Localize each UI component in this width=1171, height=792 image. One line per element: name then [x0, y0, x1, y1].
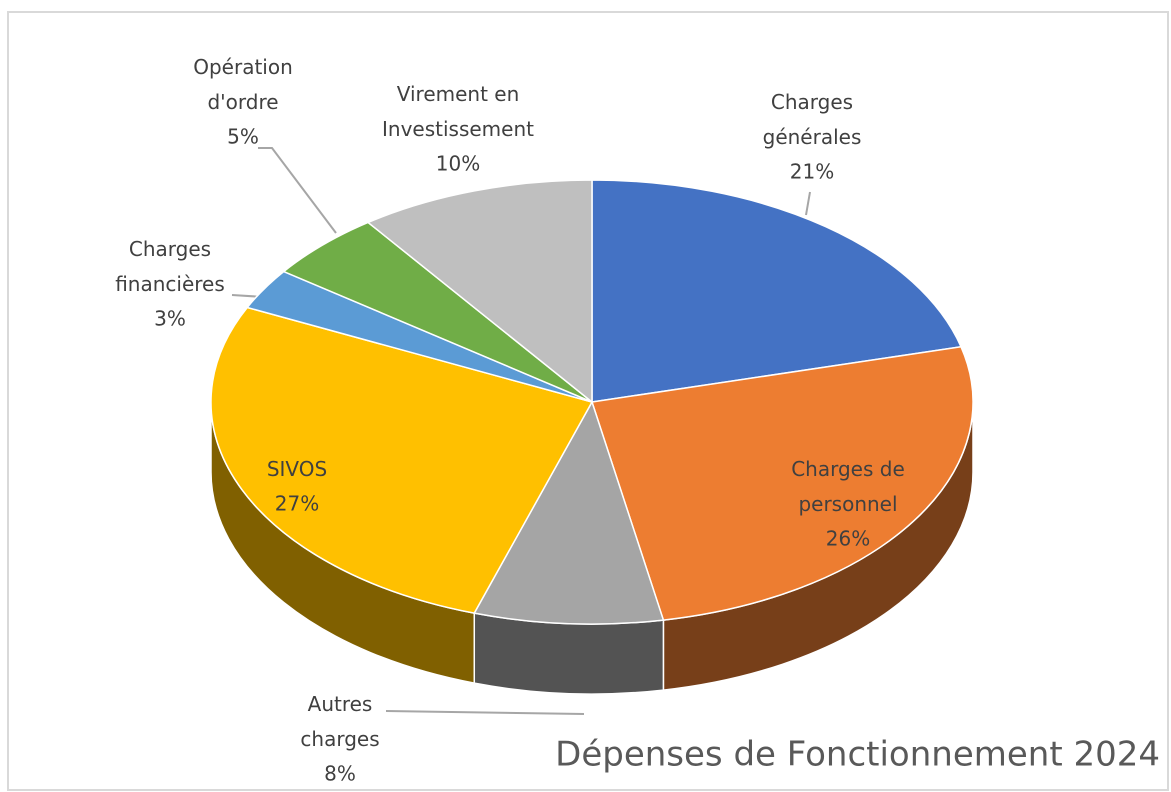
value-label: 8%	[324, 762, 356, 786]
data-labels: Charges générales 21% Charges de personnel 26…	[115, 55, 905, 786]
slice-side	[473, 612, 665, 695]
category-label: Charges de personnel	[791, 457, 905, 516]
slice	[591, 179, 963, 403]
slice	[210, 306, 594, 614]
slice	[591, 345, 974, 621]
value-label: 26%	[826, 527, 870, 551]
category-label: Autres charges	[300, 692, 379, 751]
category-label: Opération d'ordre	[193, 55, 293, 114]
value-label: 21%	[790, 160, 834, 184]
value-label: 10%	[436, 152, 480, 176]
leader-line	[805, 191, 811, 216]
leader-line	[385, 710, 585, 715]
value-label: 3%	[154, 307, 186, 331]
category-label: Virement en Investissement	[382, 82, 534, 141]
chart-title: Dépenses de Fonctionnement 2024	[555, 735, 1160, 775]
category-label: Charges financières	[115, 237, 225, 296]
slice	[473, 400, 665, 625]
value-label: 5%	[227, 125, 259, 149]
value-label: 27%	[275, 492, 319, 516]
slice	[366, 179, 593, 404]
pie-tops	[210, 179, 974, 625]
category-label: SIVOS	[267, 457, 327, 481]
leader-line	[258, 147, 337, 234]
category-label: Charges générales	[763, 90, 862, 149]
